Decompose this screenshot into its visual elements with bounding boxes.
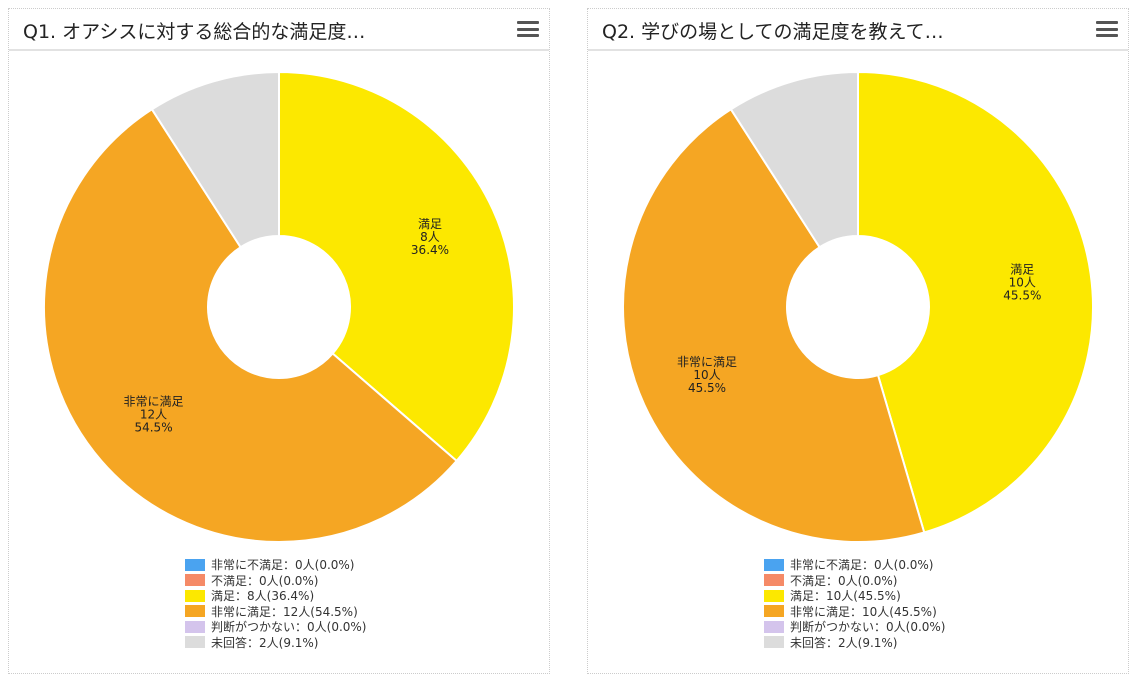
- legend-label: 満足：8人(36.4%): [211, 589, 315, 604]
- data-label: 36.4%: [411, 243, 449, 257]
- legend-item[interactable]: 非常に不満足：0人(0.0%): [185, 557, 367, 573]
- legend-item[interactable]: 不満足：0人(0.0%): [185, 573, 367, 589]
- slice-満足[interactable]: [857, 70, 1094, 534]
- legend-swatch: [185, 558, 205, 571]
- legend-label: 判断がつかない：0人(0.0%): [790, 620, 946, 635]
- data-label: 54.5%: [134, 421, 172, 435]
- legend-label: 非常に満足：10人(45.5%): [790, 604, 937, 619]
- legend-label: 非常に不満足：0人(0.0%): [211, 558, 355, 573]
- chart-title: Q1. オアシスに対する総合的な満足度…: [23, 21, 366, 43]
- hamburger-menu-icon[interactable]: [1096, 21, 1118, 37]
- legend-swatch: [764, 574, 784, 587]
- legend-item[interactable]: 非常に満足：10人(45.5%): [764, 604, 946, 620]
- legend-label: 満足：10人(45.5%): [790, 589, 901, 604]
- data-label: 満足: [1010, 262, 1034, 276]
- legend-label: 未回答：2人(9.1%): [790, 635, 898, 650]
- legend-item[interactable]: 非常に不満足：0人(0.0%): [764, 557, 946, 573]
- legend-label: 非常に不満足：0人(0.0%): [790, 558, 934, 573]
- chart-header: Q1. オアシスに対する総合的な満足度…: [9, 9, 549, 51]
- legend-swatch: [185, 589, 205, 602]
- slice-未回答[interactable]: [729, 70, 859, 249]
- data-label: 45.5%: [1003, 288, 1041, 302]
- legend-item[interactable]: 未回答：2人(9.1%): [185, 635, 367, 651]
- chart-header: Q2. 学びの場としての満足度を教えて…: [588, 9, 1128, 51]
- legend-item[interactable]: 不満足：0人(0.0%): [764, 573, 946, 589]
- data-label: 10人: [693, 368, 720, 382]
- legend-label: 不満足：0人(0.0%): [790, 573, 898, 588]
- legend-swatch: [764, 558, 784, 571]
- legend-swatch: [764, 620, 784, 633]
- legend-item[interactable]: 非常に満足：12人(54.5%): [185, 604, 367, 620]
- chart-title: Q2. 学びの場としての満足度を教えて…: [602, 21, 944, 43]
- data-label: 満足: [418, 217, 442, 231]
- data-label: 8人: [420, 230, 440, 244]
- legend-swatch: [764, 636, 784, 649]
- legend: 非常に不満足：0人(0.0%) 不満足：0人(0.0%) 満足：10人(45.5%)…: [764, 557, 946, 650]
- data-label: 10人: [1009, 275, 1036, 289]
- legend-swatch: [185, 620, 205, 633]
- legend-label: 未回答：2人(9.1%): [211, 635, 319, 650]
- slice-未回答[interactable]: [150, 70, 280, 249]
- legend-item[interactable]: 判断がつかない：0人(0.0%): [764, 619, 946, 635]
- legend-swatch: [185, 636, 205, 649]
- slice-非常に満足[interactable]: [43, 107, 459, 543]
- legend-item[interactable]: 満足：8人(36.4%): [185, 588, 367, 604]
- legend-swatch: [764, 605, 784, 618]
- legend-item[interactable]: 未回答：2人(9.1%): [764, 635, 946, 651]
- data-label: 12人: [140, 408, 167, 422]
- legend-label: 非常に満足：12人(54.5%): [211, 604, 358, 619]
- data-label: 非常に満足: [124, 395, 184, 409]
- slice-満足[interactable]: [278, 70, 515, 463]
- chart-panel-q2: Q2. 学びの場としての満足度を教えて… 満足 10人 45.5% 非常に満足 10人 4…: [587, 8, 1129, 674]
- legend-item[interactable]: 満足：10人(45.5%): [764, 588, 946, 604]
- data-label: 45.5%: [688, 381, 726, 395]
- legend: 非常に不満足：0人(0.0%) 不満足：0人(0.0%) 満足：8人(36.4%) 非…: [185, 557, 367, 650]
- legend-swatch: [185, 605, 205, 618]
- chart-panel-q1: Q1. オアシスに対する総合的な満足度… 満足 8人 36.4% 非常に満足 12人 54…: [8, 8, 550, 674]
- legend-swatch: [764, 589, 784, 602]
- legend-label: 判断がつかない：0人(0.0%): [211, 620, 367, 635]
- legend-swatch: [185, 574, 205, 587]
- legend-item[interactable]: 判断がつかない：0人(0.0%): [185, 619, 367, 635]
- data-label: 非常に満足: [677, 355, 737, 369]
- legend-label: 不満足：0人(0.0%): [211, 573, 319, 588]
- hamburger-menu-icon[interactable]: [517, 21, 539, 37]
- slice-非常に満足[interactable]: [622, 107, 926, 543]
